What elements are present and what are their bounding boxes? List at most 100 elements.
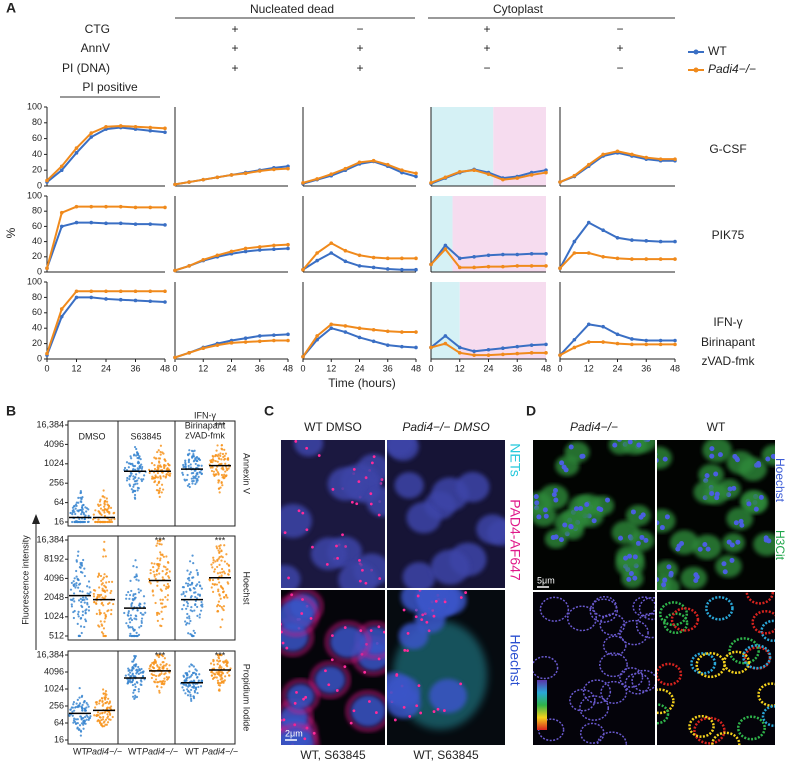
series-point [148,205,153,210]
swarm-dot [224,470,227,473]
pad4-dot [343,665,347,669]
swarm-dot [133,496,136,499]
swarm-dot [225,553,228,556]
swarm-dot [195,569,198,572]
series-point [371,265,376,270]
nucleus [329,625,366,659]
swarm-dot [84,618,87,621]
series-point [343,259,348,264]
series-point [400,267,404,272]
pad4-dot [358,558,361,562]
swarm-dot [92,513,95,516]
swarm-dot [135,672,138,675]
y-tick-label: 1024 [44,683,64,693]
cell [669,530,699,555]
swarm-dot [102,688,105,691]
swarm-dot [127,462,131,465]
swarm-dot [104,613,107,617]
swarm-dot [76,520,79,524]
swarm-dot [154,601,157,605]
swarm-dot [186,676,189,680]
swarm-dot [148,667,151,670]
series-line [559,323,675,356]
series-point [414,174,418,179]
swarm-dot [94,589,97,592]
swarm-dot [189,466,193,469]
swarm-dot [75,575,78,578]
series-point [315,177,319,181]
pad4-dot [436,707,440,711]
swarm-dot [142,478,145,481]
swarm-dot [135,573,138,576]
series-point [133,222,138,226]
swarm-dot [84,611,87,614]
swarm-dot [199,609,203,612]
pad4-dot [304,695,308,699]
pad4-dot [281,622,282,626]
group-header: Nucleated dead [250,2,334,16]
swarm-dot [78,687,81,690]
swarm-dot [73,577,76,580]
series-point [658,342,663,347]
swarm-dot [134,655,137,658]
significance: *** [155,650,166,660]
swarm-dot [184,463,187,466]
group-label: Padi4−/− [202,746,238,756]
column-header: DMSO [79,431,106,441]
swarm-dot [127,611,130,615]
series-point [187,180,191,184]
swarm-dot [132,667,135,670]
swarm-dot [106,713,109,716]
series-point [615,236,620,240]
swarm-dot [187,458,191,461]
swarm-dot [211,677,215,680]
swarm-dot [137,460,140,463]
pad4-dot [416,594,420,598]
nucleus [455,471,490,503]
swarm-dot [219,454,222,457]
series-point [673,257,677,261]
swarm-dot [83,598,86,601]
series-point [201,258,206,262]
series-point [89,204,94,209]
swarm-dot [134,596,137,599]
cell-outline [690,652,717,675]
swarm-dot [163,458,166,461]
nucleus-spot [739,522,745,528]
swarm-dot [111,715,114,719]
y-tick-label: 64 [54,717,64,727]
swarm-dot [186,612,189,616]
pad4-dot [285,646,289,650]
swarm-dot [185,671,189,675]
series-point [286,166,290,171]
swarm-dot [100,579,103,582]
condition-mark: − [616,22,623,36]
series-point [443,175,448,180]
swarm-dot [160,543,163,546]
swarm-dot [132,691,135,694]
nucleus-spot [617,440,622,442]
swarm-dot [112,602,115,606]
swarm-dot [88,592,91,596]
group-label: Padi4−/− [86,746,122,756]
swarm-dot [160,465,163,468]
swarm-dot [75,501,78,504]
swarm-dot [216,444,219,447]
swarm-dot [135,669,138,672]
series-point [272,243,276,248]
swarm-dot [101,712,104,715]
swarm-dot [153,562,156,565]
y-tick-label: 60 [32,307,42,317]
swarm-dot [78,634,81,638]
series-point [371,255,376,260]
swarm-dot [134,473,138,476]
swarm-dot [161,451,164,454]
series-point [615,149,620,154]
series-point [443,334,448,338]
cell [590,495,615,516]
swarm-dot [157,464,160,467]
swarm-dot [79,570,83,574]
nucleus-spot [661,582,667,588]
swarm-dot [107,580,111,584]
swarm-dot [163,584,166,587]
